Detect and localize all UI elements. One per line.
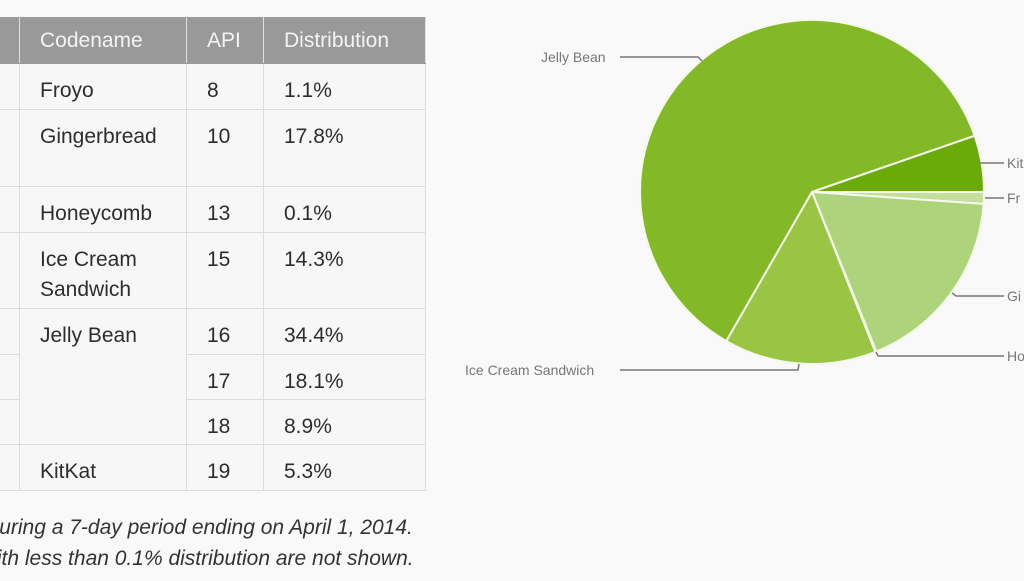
codename-cell: Ice Cream Sandwich bbox=[19, 232, 187, 309]
pie-label-gingerbread: Gi bbox=[1007, 288, 1021, 304]
table-header-row: Codename API Distribution bbox=[0, 17, 426, 64]
table-row: Ice Cream Sandwich 15 14.3% bbox=[0, 232, 426, 309]
footnote-line-1: cted during a 7-day period ending on Apr… bbox=[0, 516, 413, 539]
distribution-cell: 34.4% bbox=[263, 308, 426, 355]
leader-line-ics bbox=[620, 363, 800, 371]
codename-cell: Jelly Bean bbox=[19, 308, 187, 445]
version-cell bbox=[0, 109, 20, 187]
leader-line-gingerbread bbox=[951, 292, 1004, 297]
table-row: Froyo 8 1.1% bbox=[0, 63, 426, 110]
distribution-cell: 8.9% bbox=[263, 399, 426, 445]
pie-label-honeycomb: Ho bbox=[1007, 348, 1024, 364]
table-row: Jelly Bean 16 34.4% bbox=[0, 308, 426, 445]
api-cell: 10 bbox=[186, 109, 264, 187]
leader-line-honeycomb bbox=[875, 351, 1004, 357]
table-row: Gingerbread 10 17.8% bbox=[0, 109, 426, 187]
api-cell: 8 bbox=[186, 63, 264, 110]
header-distribution: Distribution bbox=[263, 17, 426, 64]
api-cell: 16 bbox=[186, 308, 264, 355]
table-row: Honeycomb 13 0.1% bbox=[0, 186, 426, 233]
api-cell: 13 bbox=[186, 186, 264, 233]
header-api: API bbox=[186, 17, 264, 64]
distribution-cell: 5.3% bbox=[263, 444, 426, 491]
api-cell: 18 bbox=[186, 399, 264, 445]
pie-slice-gingerbread bbox=[811, 191, 985, 353]
table-row: 18 8.9% bbox=[0, 399, 426, 445]
pie-label-froyo: Fr bbox=[1007, 190, 1021, 206]
codename-cell: Gingerbread bbox=[19, 109, 187, 187]
api-cell: 17 bbox=[186, 354, 264, 400]
version-cell bbox=[0, 444, 20, 491]
pie-label-ice-cream-sandwich: Ice Cream Sandwich bbox=[465, 362, 594, 378]
api-cell: 15 bbox=[186, 232, 264, 309]
version-cell bbox=[0, 232, 20, 309]
codename-cell: Froyo bbox=[19, 63, 187, 110]
distribution-table: Codename API Distribution Froyo 8 1.1% G… bbox=[0, 17, 426, 491]
footnote-line-2: ons with less than 0.1% distribution are… bbox=[0, 547, 414, 570]
codename-cell: Honeycomb bbox=[19, 186, 187, 233]
distribution-cell: 14.3% bbox=[263, 232, 426, 309]
pie-slice-ice-cream-sandwich bbox=[725, 191, 877, 365]
header-codename: Codename bbox=[19, 17, 187, 64]
pie-label-kitkat: Kit bbox=[1007, 155, 1023, 171]
table-row: KitKat 19 5.3% bbox=[0, 444, 426, 491]
pie-slice-jelly-bean bbox=[639, 19, 976, 343]
api-cell: 19 bbox=[186, 444, 264, 491]
table-row: 17 18.1% bbox=[0, 354, 426, 400]
footnote: cted during a 7-day period ending on Apr… bbox=[0, 512, 414, 574]
version-cell bbox=[0, 308, 20, 355]
distribution-cell: 1.1% bbox=[263, 63, 426, 110]
distribution-cell: 0.1% bbox=[263, 186, 426, 233]
pie-label-jelly-bean: Jelly Bean bbox=[541, 49, 606, 65]
leader-line-jelly-bean bbox=[620, 56, 703, 62]
distribution-cell: 18.1% bbox=[263, 354, 426, 400]
codename-cell: KitKat bbox=[19, 444, 187, 491]
